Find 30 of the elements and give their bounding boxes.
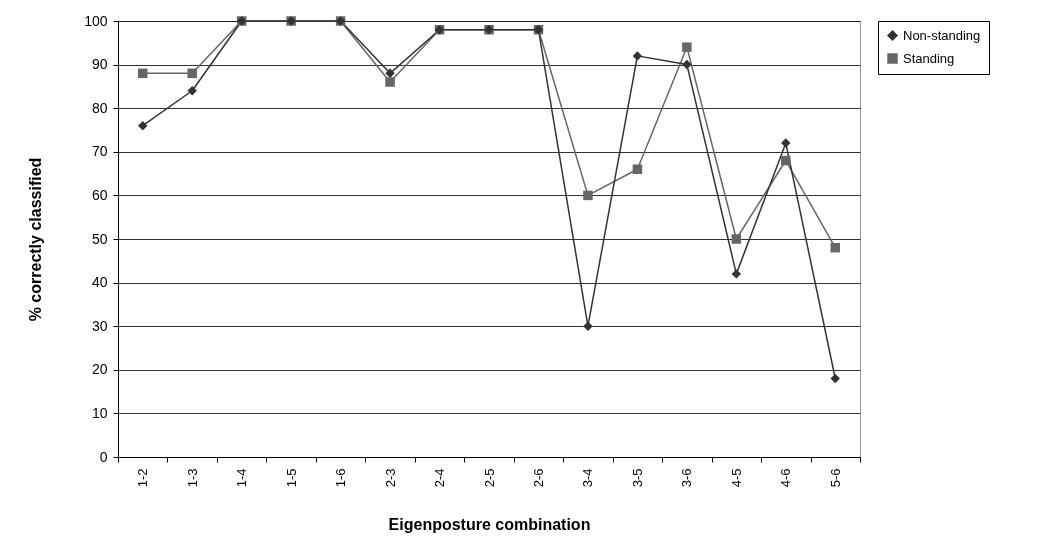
x-tick-label: 1-3 xyxy=(184,468,200,488)
x-tick-label: 2-4 xyxy=(432,468,448,488)
y-tick-label: 100 xyxy=(84,12,108,29)
x-tick-label: 2-5 xyxy=(481,468,497,488)
x-tick-label: 5-6 xyxy=(827,468,843,488)
y-tick-label: 20 xyxy=(91,361,108,378)
y-tick-label: 40 xyxy=(91,274,108,291)
x-tick-label: 3-4 xyxy=(580,468,596,488)
y-tick-label: 50 xyxy=(91,230,108,247)
legend-label: Standing xyxy=(903,50,955,66)
x-tick-label: 1-2 xyxy=(135,468,151,488)
y-tick-label: 0 xyxy=(99,448,108,465)
x-tick-label: 2-3 xyxy=(382,468,398,488)
x-tick-label: 3-5 xyxy=(629,468,645,488)
y-tick-label: 30 xyxy=(91,317,108,334)
x-tick-label: 3-6 xyxy=(679,468,695,488)
y-tick-label: 90 xyxy=(91,56,108,73)
x-tick-label: 1-4 xyxy=(234,468,250,488)
x-tick-label: 4-5 xyxy=(728,468,744,488)
x-tick-label: 2-6 xyxy=(530,468,546,488)
y-tick-label: 60 xyxy=(91,186,108,203)
y-axis-title: % correctly classified xyxy=(27,157,45,322)
y-tick-label: 10 xyxy=(91,404,108,421)
y-tick-label: 80 xyxy=(91,99,108,116)
x-axis-title: Eigenposture combination xyxy=(388,516,591,534)
x-tick-label: 4-6 xyxy=(778,468,794,488)
y-tick-label: 70 xyxy=(91,143,108,160)
x-tick-label: 1-5 xyxy=(283,468,299,488)
legend-label: Non-standing xyxy=(903,27,981,43)
x-tick-label: 1-6 xyxy=(333,468,349,488)
